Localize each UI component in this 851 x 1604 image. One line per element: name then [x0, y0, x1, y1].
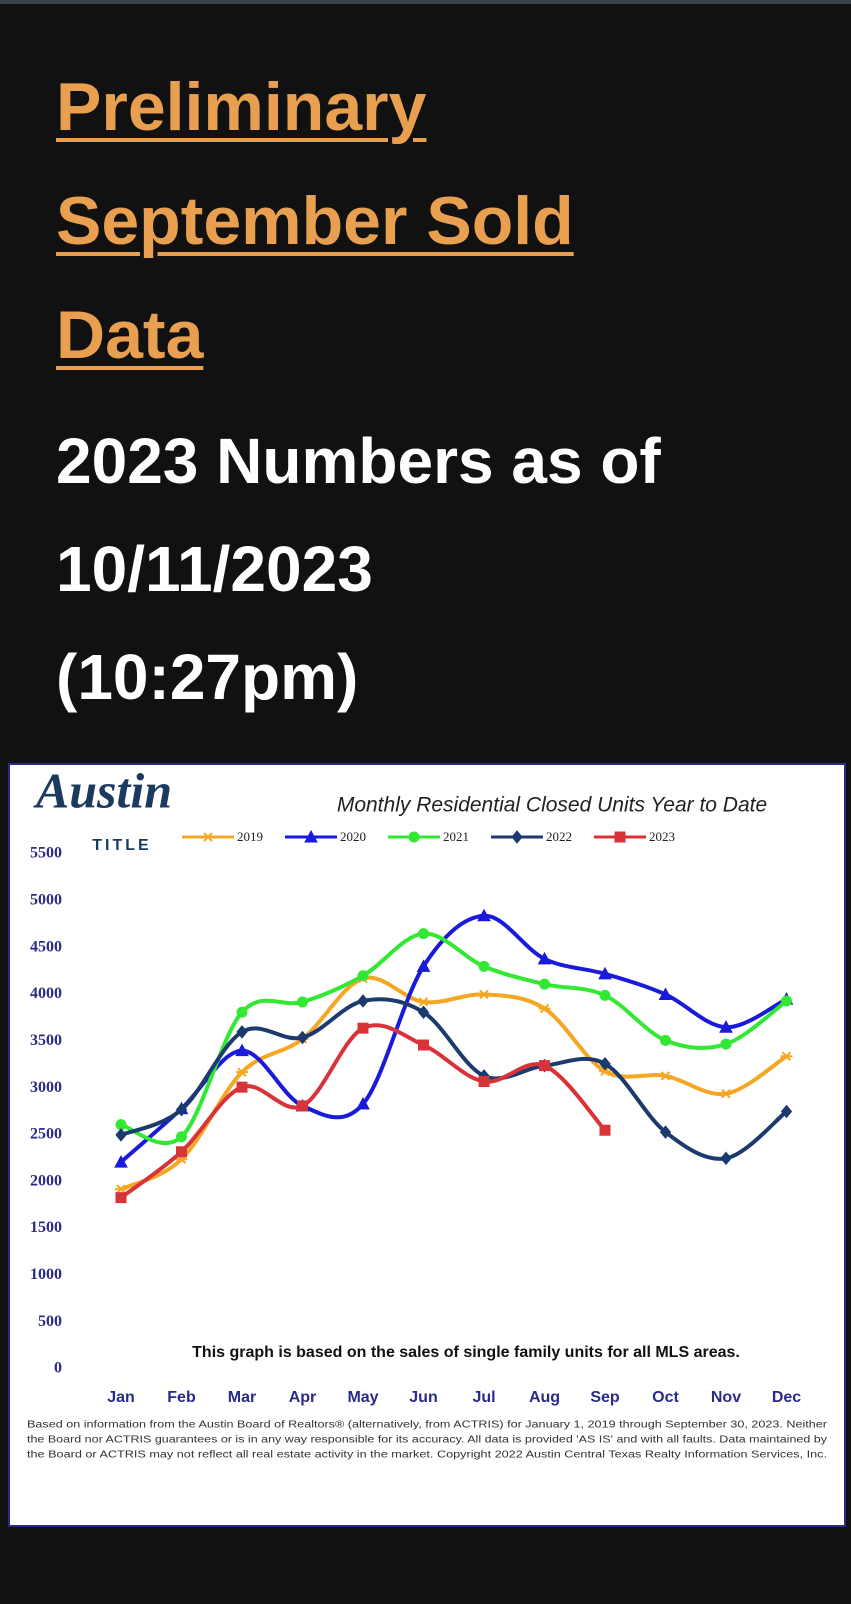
- legend-label: 2023: [649, 829, 675, 844]
- y-tick-label: 4000: [30, 985, 62, 1002]
- marker: [115, 1192, 127, 1204]
- marker: [659, 1071, 672, 1081]
- title-line: Preliminary: [56, 69, 427, 145]
- title-line: Data: [56, 297, 204, 373]
- marker: [408, 831, 420, 843]
- marker: [114, 1155, 128, 1168]
- marker: [418, 928, 429, 940]
- marker: [780, 1104, 793, 1119]
- marker: [202, 832, 214, 842]
- marker: [478, 960, 490, 972]
- legend-label: 2021: [443, 829, 469, 844]
- marker: [356, 1096, 370, 1110]
- legend-label: 2022: [546, 829, 572, 844]
- marker: [538, 1003, 551, 1014]
- marker: [599, 1066, 611, 1076]
- x-tick-label: May: [347, 1389, 378, 1406]
- marker: [539, 978, 550, 990]
- logo-name: Austin: [33, 762, 172, 818]
- subtitle-line: 2023 Numbers as of: [56, 425, 661, 497]
- marker: [418, 1039, 429, 1051]
- y-tick-label: 5500: [30, 845, 62, 862]
- marker: [781, 995, 792, 1007]
- marker: [599, 989, 611, 1001]
- marker: [478, 989, 490, 1000]
- marker: [719, 1020, 733, 1033]
- marker: [417, 1005, 430, 1020]
- chart-title: Monthly Residential Closed Units Year to…: [337, 794, 767, 817]
- y-tick-label: 5000: [30, 891, 62, 908]
- title-line: September Sold: [56, 183, 574, 259]
- marker: [416, 959, 431, 972]
- y-tick-label: 2000: [30, 1172, 62, 1189]
- x-tick-label: Dec: [772, 1389, 801, 1406]
- marker: [236, 1081, 248, 1093]
- marker: [297, 1100, 308, 1112]
- x-tick-label: Oct: [652, 1389, 679, 1406]
- marker: [780, 1051, 793, 1061]
- x-tick-label: Mar: [228, 1389, 256, 1406]
- y-tick-label: 0: [54, 1360, 62, 1377]
- marker: [599, 1124, 611, 1136]
- marker: [660, 1034, 671, 1046]
- x-tick-label: Jul: [472, 1389, 495, 1406]
- y-tick-label: 1500: [30, 1219, 62, 1236]
- chart: Austin TITLE Monthly Residential Closed …: [8, 762, 846, 1527]
- marker: [115, 1119, 127, 1131]
- marker: [598, 966, 612, 980]
- marker: [357, 970, 369, 982]
- footnote-line: the Board nor ACTRIS guarantees or is in…: [27, 1435, 827, 1446]
- y-tick-label: 1000: [30, 1266, 62, 1283]
- chart-panel: [8, 763, 846, 1527]
- x-tick-label: Jun: [409, 1389, 437, 1406]
- marker: [236, 1067, 248, 1077]
- marker: [720, 1038, 732, 1050]
- marker: [236, 1006, 248, 1018]
- marker: [477, 908, 491, 922]
- subtitle-line: 10/11/2023: [56, 533, 373, 605]
- footnote-line: the Board or ACTRIS may not reflect all …: [27, 1450, 827, 1461]
- x-tick-label: Feb: [167, 1389, 196, 1406]
- x-tick-label: Jan: [107, 1389, 135, 1406]
- marker: [176, 1131, 187, 1143]
- marker: [176, 1146, 187, 1158]
- marker: [599, 1056, 611, 1071]
- marker: [296, 1030, 309, 1045]
- y-tick-label: 4500: [30, 938, 62, 955]
- marker: [659, 1125, 672, 1139]
- marker: [357, 1022, 369, 1034]
- marker: [304, 829, 318, 843]
- marker: [720, 1089, 732, 1099]
- marker: [537, 951, 552, 965]
- x-tick-label: Nov: [711, 1389, 741, 1406]
- marker: [235, 1043, 249, 1057]
- legend-label: 2019: [237, 829, 263, 844]
- y-tick-label: 2500: [30, 1126, 62, 1143]
- marker: [115, 1184, 127, 1194]
- marker: [417, 997, 430, 1007]
- marker: [236, 1025, 248, 1039]
- y-tick-label: 500: [38, 1313, 62, 1330]
- subtitle-line: (10:27pm): [56, 641, 359, 713]
- marker: [297, 996, 308, 1008]
- marker: [478, 1076, 490, 1088]
- marker: [658, 987, 673, 1000]
- x-tick-label: Sep: [590, 1389, 620, 1406]
- marker: [539, 1060, 550, 1072]
- y-tick-label: 3000: [30, 1079, 62, 1096]
- legend-label: 2020: [340, 829, 366, 844]
- marker: [511, 830, 523, 844]
- x-tick-label: Aug: [529, 1389, 560, 1406]
- marker: [720, 1151, 732, 1166]
- marker: [357, 994, 369, 1008]
- footnote-line: Based on information from the Austin Boa…: [27, 1420, 828, 1431]
- marker: [614, 831, 626, 843]
- annotation: This graph is based on the sales of sing…: [192, 1344, 740, 1361]
- marker: [115, 1128, 127, 1142]
- marker: [175, 1102, 188, 1117]
- logo-tag: TITLE: [92, 837, 151, 854]
- x-tick-label: Apr: [289, 1389, 317, 1406]
- y-tick-label: 3500: [30, 1032, 62, 1049]
